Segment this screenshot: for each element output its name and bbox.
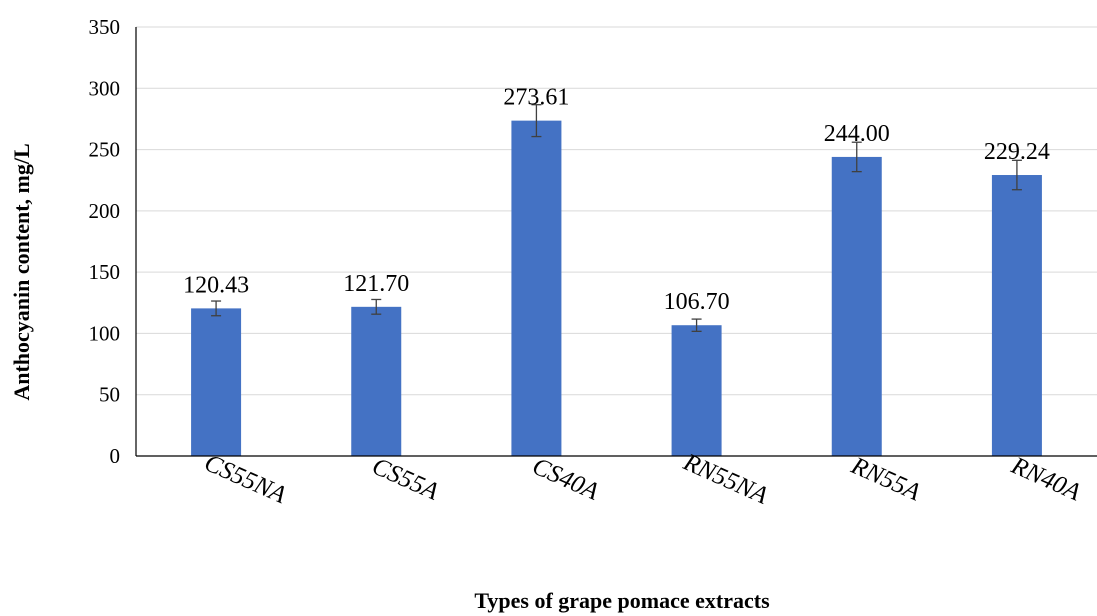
y-axis-tick-labels: 0 50 100 150 200 250 300 350: [89, 15, 121, 468]
y-axis-title: Anthocyanin content, mg/L: [9, 143, 34, 400]
x-axis-category-labels: CS55NA CS55A CS40A RN55NA RN55A RN40A: [200, 448, 1085, 510]
data-label: 273.61: [503, 85, 569, 111]
data-labels: 120.43 121.70 273.61 106.70 244.00 229.24: [183, 85, 1050, 316]
gridlines: [136, 26, 1097, 396]
bar-rn40a: [991, 175, 1042, 456]
data-label: 229.24: [984, 139, 1050, 165]
category-label: RN40A: [1007, 452, 1086, 507]
data-label: 244.00: [824, 121, 890, 147]
bar-cs55na: [191, 308, 242, 456]
y-tick-label: 300: [89, 76, 121, 100]
bar-rn55a: [831, 156, 882, 456]
y-tick-label: 100: [89, 321, 121, 345]
x-axis-title: Types of grape pomace extracts: [474, 588, 770, 613]
error-bars: [211, 104, 1022, 332]
bar-cs40a: [511, 120, 562, 456]
category-label: CS55NA: [200, 449, 290, 509]
bar-cs55a: [351, 306, 402, 456]
y-tick-label: 50: [99, 383, 120, 407]
data-label: 120.43: [183, 272, 249, 298]
y-tick-label: 0: [110, 444, 121, 468]
category-label: RN55A: [846, 452, 925, 507]
bar-rn55na: [671, 325, 722, 456]
category-label: RN55NA: [679, 448, 773, 510]
y-tick-label: 200: [89, 199, 121, 223]
y-tick-label: 150: [89, 260, 121, 284]
bars: [191, 120, 1042, 456]
category-label: CS55A: [368, 453, 443, 506]
y-tick-label: 350: [89, 15, 121, 39]
category-label: CS40A: [528, 453, 603, 506]
y-tick-label: 250: [89, 138, 121, 162]
data-label: 106.70: [664, 289, 730, 315]
data-label: 121.70: [343, 271, 409, 297]
